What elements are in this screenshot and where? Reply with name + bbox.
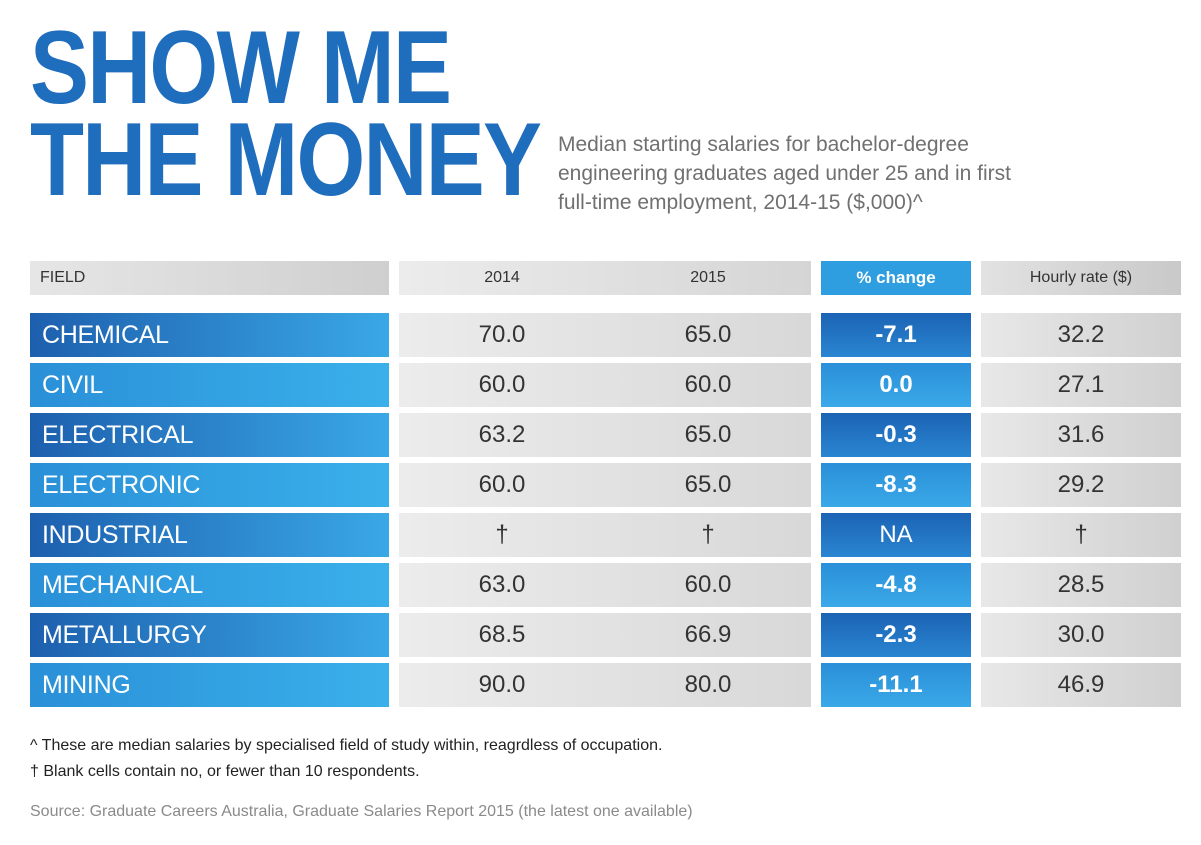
cell-2015: 65.0 <box>684 321 732 348</box>
cell-2014: 60.0 <box>478 471 526 498</box>
cell-change: NA <box>821 513 971 557</box>
title-line-1: SHOW ME <box>30 10 452 126</box>
cell-change: -0.3 <box>821 413 971 457</box>
title-line-2: THE MONEY <box>30 102 542 218</box>
cell-2014: 60.0 <box>478 371 526 398</box>
cell-field: MINING <box>30 663 389 707</box>
cell-field: ELECTRONIC <box>30 463 389 507</box>
cell-2014: 68.5 <box>478 621 526 648</box>
source-note: Source: Graduate Careers Australia, Grad… <box>30 803 693 820</box>
cell-field: INDUSTRIAL <box>30 513 389 557</box>
cell-change: 0.0 <box>821 363 971 407</box>
cell-2014: 90.0 <box>478 671 526 698</box>
table-row: METALLURGY 68.5 66.9 -2.3 30.0 <box>30 613 1181 657</box>
cell-hourly: 27.1 <box>981 363 1181 407</box>
table-row: ELECTRICAL 63.2 65.0 -0.3 31.6 <box>30 413 1181 457</box>
header-years: 2014 2015 <box>399 261 811 295</box>
header-2014: 2014 <box>484 269 520 286</box>
table-row: CIVIL 60.0 60.0 0.0 27.1 <box>30 363 1181 407</box>
cell-2014: 70.0 <box>478 321 526 348</box>
footnote-dagger: † Blank cells contain no, or fewer than … <box>30 763 420 780</box>
cell-2015: 60.0 <box>684 371 732 398</box>
table-row: CHEMICAL 70.0 65.0 -7.1 32.2 <box>30 313 1181 357</box>
table-header: FIELD 2014 2015 % change Hourly rate ($) <box>30 261 1181 295</box>
cell-2015: 60.0 <box>684 571 732 598</box>
cell-change: -8.3 <box>821 463 971 507</box>
header-hourly: Hourly rate ($) <box>981 261 1181 295</box>
cell-2015: 65.0 <box>684 471 732 498</box>
table-body: CHEMICAL 70.0 65.0 -7.1 32.2 CIVIL 60.0 60.0 0.0… <box>30 313 1181 707</box>
header-change: % change <box>821 261 971 295</box>
subtitle: Median starting salaries for bachelor-de… <box>558 133 1011 214</box>
cell-hourly: 29.2 <box>981 463 1181 507</box>
cell-years: 90.0 80.0 <box>399 663 811 707</box>
cell-field: METALLURGY <box>30 613 389 657</box>
footnotes: ^ These are median salaries by specialis… <box>30 733 662 785</box>
cell-years: 60.0 65.0 <box>399 463 811 507</box>
cell-hourly: 32.2 <box>981 313 1181 357</box>
cell-change: -2.3 <box>821 613 971 657</box>
table-row: MINING 90.0 80.0 -11.1 46.9 <box>30 663 1181 707</box>
cell-hourly: 28.5 <box>981 563 1181 607</box>
cell-hourly: 46.9 <box>981 663 1181 707</box>
table-row: INDUSTRIAL † † NA † <box>30 513 1181 557</box>
cell-years: 63.2 65.0 <box>399 413 811 457</box>
cell-years: 68.5 66.9 <box>399 613 811 657</box>
cell-2014: † <box>495 521 509 548</box>
cell-2015: 65.0 <box>684 421 732 448</box>
cell-years: 63.0 60.0 <box>399 563 811 607</box>
cell-2015: 66.9 <box>684 621 732 648</box>
cell-field: CIVIL <box>30 363 389 407</box>
cell-2015: † <box>701 521 715 548</box>
cell-years: 70.0 65.0 <box>399 313 811 357</box>
cell-field: CHEMICAL <box>30 313 389 357</box>
cell-field: ELECTRICAL <box>30 413 389 457</box>
footnote-caret: ^ These are median salaries by specialis… <box>30 737 663 754</box>
cell-change: -7.1 <box>821 313 971 357</box>
cell-2014: 63.2 <box>478 421 526 448</box>
cell-2015: 80.0 <box>684 671 732 698</box>
cell-hourly: † <box>981 513 1181 557</box>
cell-years: 60.0 60.0 <box>399 363 811 407</box>
cell-field: MECHANICAL <box>30 563 389 607</box>
salary-table: FIELD 2014 2015 % change Hourly rate ($)… <box>30 261 1181 713</box>
cell-change: -11.1 <box>821 663 971 707</box>
table-row: MECHANICAL 63.0 60.0 -4.8 28.5 <box>30 563 1181 607</box>
cell-hourly: 30.0 <box>981 613 1181 657</box>
cell-years: † † <box>399 513 811 557</box>
cell-hourly: 31.6 <box>981 413 1181 457</box>
cell-2014: 63.0 <box>478 571 526 598</box>
header-2015: 2015 <box>690 269 726 286</box>
table-row: ELECTRONIC 60.0 65.0 -8.3 29.2 <box>30 463 1181 507</box>
cell-change: -4.8 <box>821 563 971 607</box>
page-title: SHOW ME THE MONEY <box>30 10 542 218</box>
header-field: FIELD <box>30 261 389 295</box>
